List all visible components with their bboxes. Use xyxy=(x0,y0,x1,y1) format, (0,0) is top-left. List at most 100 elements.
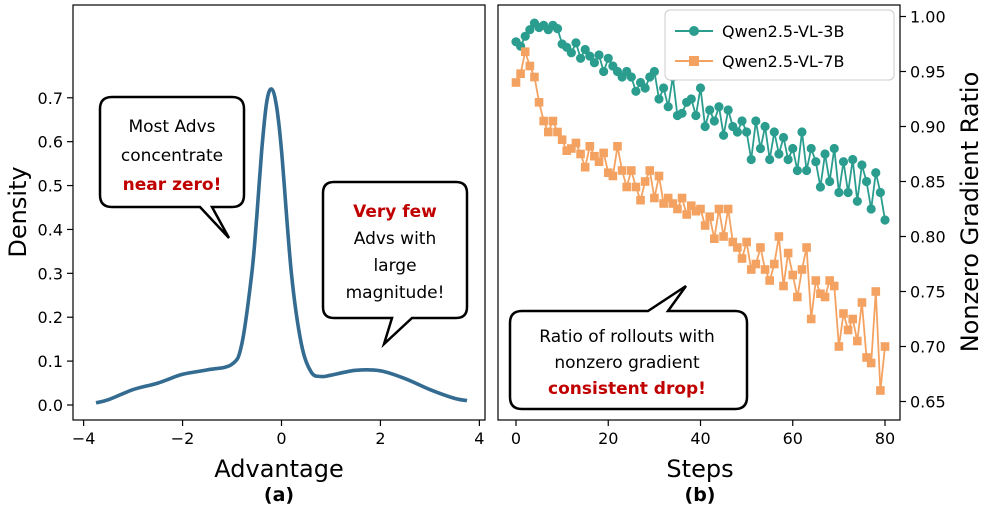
panel-a-y-ticks: 0.0 0.1 0.2 0.3 0.4 0.5 0.6 0.7 xyxy=(38,89,73,415)
callout-emphasis: near zero! xyxy=(123,175,222,195)
series-3b-point xyxy=(774,149,784,159)
series-7b-point xyxy=(788,270,798,280)
series-3b-point xyxy=(571,38,581,48)
panel-b-x-tick-label: 20 xyxy=(598,429,618,448)
series-3b-point xyxy=(811,157,821,167)
series-7b-point xyxy=(770,259,779,269)
series-7b-point xyxy=(779,281,788,291)
series-7b-point xyxy=(816,289,825,298)
panel-b-y-ticks: 0.65 0.70 0.75 0.80 0.85 0.90 0.95 1.00 xyxy=(900,8,946,412)
series-3b-point xyxy=(769,127,779,137)
series-3b-point xyxy=(663,102,673,112)
panel-a-x-tick-label: −2 xyxy=(171,429,195,448)
panel-b-series xyxy=(511,18,890,395)
series-7b-point xyxy=(765,276,774,285)
series-7b-point xyxy=(645,166,655,175)
panel-a-frame xyxy=(72,4,486,421)
series-3b-point xyxy=(742,127,752,137)
series-3b-point xyxy=(797,127,807,137)
panel-a-x-label: Advantage xyxy=(214,455,343,483)
panel-a-y-tick-label: 0.6 xyxy=(38,133,63,152)
series-7b-point xyxy=(733,243,742,252)
callout-consistent-drop-bubble xyxy=(508,284,749,411)
series-7b-point xyxy=(866,358,876,368)
series-3b-point xyxy=(714,102,724,112)
series-7b-point xyxy=(728,237,738,247)
series-7b-point xyxy=(631,182,641,192)
series-3b-point xyxy=(778,132,789,143)
callout-line: concentrate xyxy=(121,146,223,166)
series-7b-point xyxy=(608,171,618,181)
legend-label-7b: Qwen2.5-VL-7B xyxy=(722,52,844,71)
series-3b-point xyxy=(654,94,664,104)
callout-line: Ratio of rollouts with xyxy=(539,327,714,347)
series-7b-point xyxy=(640,177,650,186)
series-3b-point xyxy=(829,143,839,154)
series-7b-point xyxy=(534,98,544,107)
legend-label-3b: Qwen2.5-VL-3B xyxy=(722,22,844,41)
series-7b-point xyxy=(714,204,724,214)
series-7b-point xyxy=(553,127,562,137)
panel-b-x-tick-label: 60 xyxy=(783,429,803,448)
series-7b-point xyxy=(562,146,572,155)
panel-a-x-ticks: −4 −2 0 2 4 xyxy=(72,420,484,448)
series-7b-point xyxy=(659,199,668,208)
panel-b-y-label: Nonzero Gradient Ratio xyxy=(956,72,984,353)
panel-a-y-tick-label: 0.0 xyxy=(38,396,63,415)
series-7b-point xyxy=(654,171,664,181)
series-7b-point xyxy=(603,168,613,177)
callout-near-zero: Most Advs concentrate near zero! xyxy=(98,95,246,239)
series-3b-point xyxy=(552,24,563,34)
series-7b-point xyxy=(862,353,871,362)
series-7b-point xyxy=(825,276,834,285)
series-3b-point xyxy=(788,143,798,154)
series-7b-point xyxy=(793,292,802,302)
series-3b-point xyxy=(649,66,659,77)
series-7b-point xyxy=(677,193,687,203)
series-3b-point xyxy=(820,149,830,159)
series-3b-point xyxy=(765,154,775,165)
panel-a-y-tick-label: 0.4 xyxy=(38,220,63,239)
panel-a-y-tick-label: 0.7 xyxy=(38,89,63,108)
panel-a-y-tick-label: 0.2 xyxy=(38,308,63,327)
series-7b-point xyxy=(594,157,604,166)
series-7b-point xyxy=(751,259,761,269)
series-3b-point xyxy=(880,215,890,225)
series-3b-point xyxy=(838,157,849,167)
series-3b-point xyxy=(751,116,761,126)
series-7b xyxy=(511,47,890,395)
series-7b-point xyxy=(802,243,811,252)
legend: Qwen2.5-VL-3B Qwen2.5-VL-7B xyxy=(664,9,895,81)
callout-consistent-drop: Ratio of rollouts with nonzero gradient co… xyxy=(508,284,749,411)
series-3b-point xyxy=(691,110,701,121)
series-7b-point xyxy=(843,325,853,335)
series-7b-point xyxy=(811,276,821,285)
series-3b-point xyxy=(732,127,743,137)
series-7b-point xyxy=(617,166,627,175)
series-3b-point xyxy=(686,94,696,104)
panel-b-x-ticks: 0 20 40 60 80 xyxy=(511,420,895,448)
series-7b-point xyxy=(834,342,844,351)
series-3b-point xyxy=(875,187,885,198)
panel-a-y-tick-label: 0.1 xyxy=(38,352,63,371)
series-7b-point xyxy=(516,69,525,78)
series-7b-point xyxy=(756,243,765,252)
series-3b-point xyxy=(626,72,636,82)
series-3b-point xyxy=(640,83,650,93)
series-3b-point xyxy=(755,143,766,154)
series-3b-point xyxy=(760,121,770,132)
series-3b-point xyxy=(746,154,756,165)
series-7b-point xyxy=(797,265,807,274)
series-7b-point xyxy=(820,292,830,302)
legend-marker-7b xyxy=(689,56,699,66)
series-7b-point xyxy=(696,204,705,214)
series-3b-point xyxy=(737,116,747,126)
panel-b-y-tick-label: 0.65 xyxy=(910,393,946,412)
series-3b-point xyxy=(852,196,862,206)
series-3b-point xyxy=(520,31,530,41)
series-3b-point xyxy=(525,25,535,35)
series-7b-point xyxy=(806,314,816,324)
series-7b-point xyxy=(590,151,599,161)
callout-very-few-bubble xyxy=(321,180,469,349)
series-3b-point xyxy=(631,86,641,96)
